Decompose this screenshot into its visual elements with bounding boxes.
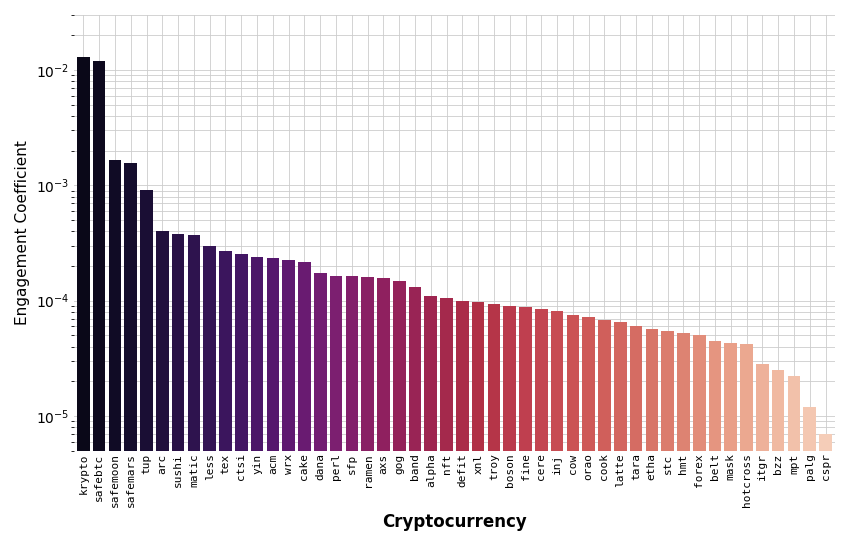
Bar (582, 317, 595, 546)
Bar (77, 57, 90, 546)
Bar (756, 364, 768, 546)
Bar (124, 163, 137, 546)
Bar (345, 276, 358, 546)
Bar (724, 343, 737, 546)
Bar (156, 231, 168, 546)
Bar (709, 341, 722, 546)
Bar (440, 298, 453, 546)
Bar (519, 307, 532, 546)
Bar (788, 377, 800, 546)
Bar (772, 370, 785, 546)
Bar (503, 306, 516, 546)
Bar (109, 161, 122, 546)
Bar (661, 330, 674, 546)
Bar (298, 262, 311, 546)
Bar (630, 326, 643, 546)
Bar (645, 329, 658, 546)
Bar (267, 258, 279, 546)
Bar (598, 320, 611, 546)
Bar (314, 272, 326, 546)
Bar (361, 277, 374, 546)
Bar (535, 309, 547, 546)
Bar (377, 278, 389, 546)
Y-axis label: Engagement Coefficient: Engagement Coefficient (15, 140, 30, 325)
Bar (567, 315, 579, 546)
Bar (409, 287, 422, 546)
Bar (282, 260, 295, 546)
Bar (172, 234, 184, 546)
Bar (219, 251, 232, 546)
Bar (235, 254, 247, 546)
Bar (140, 189, 153, 546)
Bar (472, 302, 484, 546)
Bar (393, 281, 405, 546)
Bar (551, 311, 564, 546)
Bar (424, 296, 437, 546)
Bar (188, 235, 201, 546)
Bar (488, 304, 501, 546)
Bar (693, 335, 706, 546)
Bar (203, 246, 216, 546)
X-axis label: Cryptocurrency: Cryptocurrency (382, 513, 527, 531)
Bar (803, 407, 816, 546)
Bar (456, 301, 468, 546)
Bar (740, 344, 753, 546)
Bar (677, 334, 689, 546)
Bar (93, 61, 105, 546)
Bar (330, 276, 343, 546)
Bar (819, 434, 832, 546)
Bar (251, 257, 264, 546)
Bar (614, 322, 626, 546)
